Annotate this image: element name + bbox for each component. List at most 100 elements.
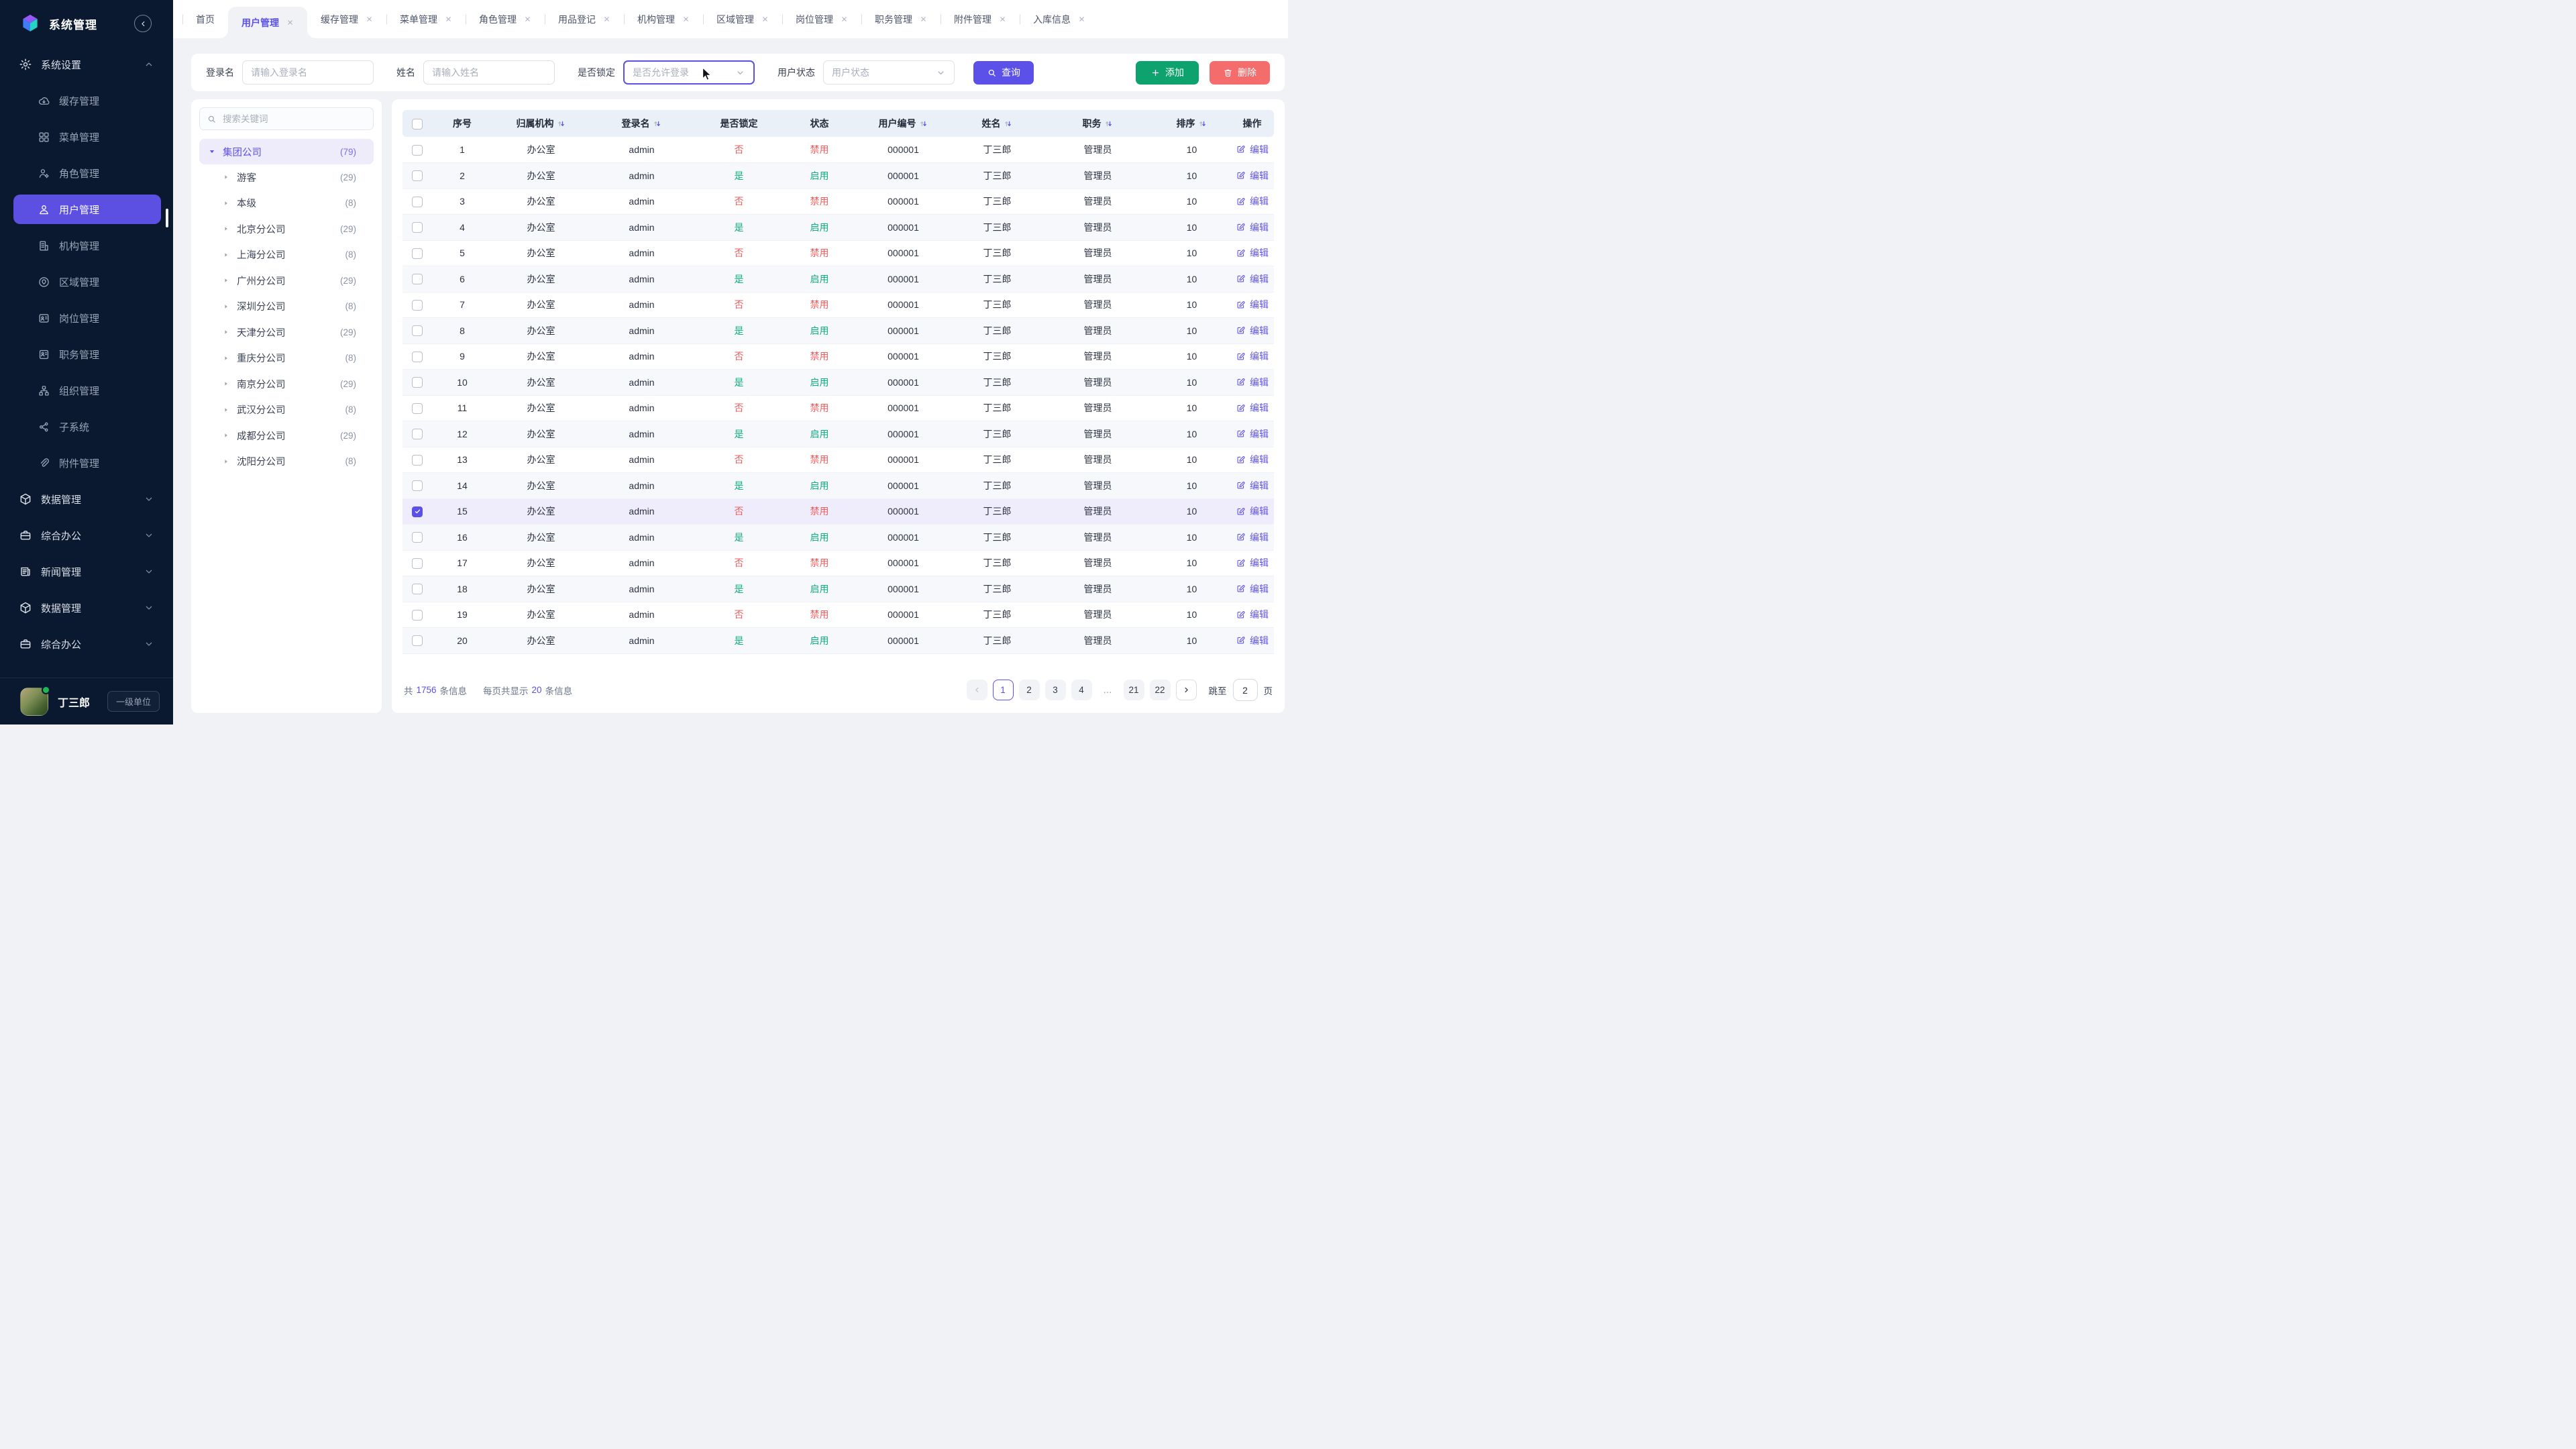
query-button[interactable]: 查询: [973, 60, 1034, 85]
add-button[interactable]: 添加: [1136, 60, 1199, 85]
page-button-3[interactable]: 3: [1044, 680, 1066, 700]
sidebar-scrollbar-thumb[interactable]: [166, 209, 168, 227]
close-icon[interactable]: [366, 15, 373, 23]
edit-button[interactable]: 编辑: [1236, 221, 1269, 234]
tab-首页[interactable]: 首页: [182, 0, 228, 38]
tab-职务管理[interactable]: 职务管理: [861, 0, 941, 38]
caret-down-icon[interactable]: [207, 147, 217, 156]
tab-岗位管理[interactable]: 岗位管理: [782, 0, 861, 38]
row-checkbox[interactable]: [412, 170, 423, 182]
row-checkbox[interactable]: [412, 584, 423, 595]
close-icon[interactable]: [1078, 15, 1085, 23]
delete-button[interactable]: 删除: [1210, 60, 1270, 85]
page-button-2[interactable]: 2: [1018, 680, 1040, 700]
tree-node-游客[interactable]: 游客 (29): [199, 164, 374, 191]
column-header[interactable]: 登录名: [590, 110, 694, 137]
close-icon[interactable]: [841, 15, 848, 23]
column-header[interactable]: 排序: [1153, 110, 1230, 137]
row-checkbox[interactable]: [412, 222, 423, 233]
row-checkbox[interactable]: [412, 196, 423, 207]
edit-button[interactable]: 编辑: [1236, 504, 1269, 518]
row-checkbox[interactable]: [412, 351, 423, 362]
row-checkbox[interactable]: [412, 248, 423, 259]
row-checkbox[interactable]: [412, 532, 423, 543]
caret-right-icon[interactable]: [222, 276, 230, 284]
edit-button[interactable]: 编辑: [1236, 272, 1269, 286]
column-header[interactable]: 归属机构: [492, 110, 590, 137]
sidebar-item-building[interactable]: 机构管理: [13, 231, 161, 260]
tab-用品登记[interactable]: 用品登记: [545, 0, 624, 38]
tab-区域管理[interactable]: 区域管理: [703, 0, 782, 38]
edit-button[interactable]: 编辑: [1236, 608, 1269, 621]
row-checkbox[interactable]: [412, 274, 423, 285]
close-icon[interactable]: [445, 15, 452, 23]
tree-node-天津分公司[interactable]: 天津分公司 (29): [199, 319, 374, 345]
row-checkbox[interactable]: [412, 454, 423, 466]
caret-right-icon[interactable]: [222, 199, 230, 207]
tab-入库信息[interactable]: 入库信息: [1020, 0, 1099, 38]
user-avatar[interactable]: [20, 685, 50, 716]
close-icon[interactable]: [286, 19, 294, 26]
edit-button[interactable]: 编辑: [1236, 531, 1269, 544]
tab-缓存管理[interactable]: 缓存管理: [307, 0, 386, 38]
row-checkbox[interactable]: [412, 557, 423, 569]
tree-node-上海分公司[interactable]: 上海分公司 (8): [199, 242, 374, 268]
row-checkbox[interactable]: [412, 429, 423, 440]
tree-node-南京分公司[interactable]: 南京分公司 (29): [199, 371, 374, 397]
row-checkbox[interactable]: [412, 325, 423, 337]
edit-button[interactable]: 编辑: [1236, 401, 1269, 415]
edit-button[interactable]: 编辑: [1236, 298, 1269, 311]
row-checkbox[interactable]: [412, 480, 423, 492]
sidebar-item-map-pin[interactable]: 区域管理: [13, 267, 161, 297]
caret-right-icon[interactable]: [222, 173, 230, 181]
page-button-1[interactable]: 1: [992, 680, 1014, 700]
name-input[interactable]: [423, 60, 555, 85]
row-checkbox[interactable]: [412, 377, 423, 388]
edit-button[interactable]: 编辑: [1236, 350, 1269, 363]
row-checkbox[interactable]: [412, 402, 423, 414]
select-all-checkbox[interactable]: [412, 118, 423, 129]
edit-button[interactable]: 编辑: [1236, 143, 1269, 156]
edit-button[interactable]: 编辑: [1236, 195, 1269, 208]
tab-机构管理[interactable]: 机构管理: [624, 0, 703, 38]
edit-button[interactable]: 编辑: [1236, 582, 1269, 596]
row-checkbox[interactable]: [412, 609, 423, 621]
edit-button[interactable]: 编辑: [1236, 169, 1269, 182]
page-button-4[interactable]: 4: [1071, 680, 1092, 700]
tab-附件管理[interactable]: 附件管理: [941, 0, 1020, 38]
row-checkbox[interactable]: [412, 299, 423, 311]
caret-right-icon[interactable]: [222, 328, 230, 336]
sidebar-item-cloud-download[interactable]: 缓存管理: [13, 86, 161, 115]
edit-button[interactable]: 编辑: [1236, 246, 1269, 260]
tree-search-input[interactable]: [223, 113, 366, 124]
row-checkbox[interactable]: [412, 144, 423, 156]
sidebar-item-paperclip[interactable]: 附件管理: [13, 448, 161, 478]
caret-right-icon[interactable]: [222, 303, 230, 311]
tab-用户管理[interactable]: 用户管理: [220, 7, 315, 38]
close-icon[interactable]: [682, 15, 690, 23]
caret-right-icon[interactable]: [222, 354, 230, 362]
tab-角色管理[interactable]: 角色管理: [466, 0, 545, 38]
tree-node-沈阳分公司[interactable]: 沈阳分公司 (8): [199, 449, 374, 475]
edit-button[interactable]: 编辑: [1236, 634, 1269, 647]
caret-right-icon[interactable]: [222, 406, 230, 414]
tab-菜单管理[interactable]: 菜单管理: [386, 0, 466, 38]
sidebar-item-cube[interactable]: 数据管理: [13, 484, 161, 514]
column-header[interactable]: 用户编号: [855, 110, 952, 137]
tree-node-北京分公司[interactable]: 北京分公司 (29): [199, 216, 374, 242]
login-input[interactable]: [242, 60, 374, 85]
caret-right-icon[interactable]: [222, 458, 230, 466]
close-icon[interactable]: [761, 15, 769, 23]
edit-button[interactable]: 编辑: [1236, 427, 1269, 441]
page-button-22[interactable]: 22: [1149, 680, 1171, 700]
tree-node-root[interactable]: 集团公司 (79): [199, 139, 374, 164]
edit-button[interactable]: 编辑: [1236, 324, 1269, 337]
column-header[interactable]: 职务: [1042, 110, 1153, 137]
row-checkbox[interactable]: [412, 506, 423, 517]
caret-right-icon[interactable]: [222, 380, 230, 388]
sidebar-item-id-card[interactable]: 岗位管理: [13, 303, 161, 333]
status-select[interactable]: 用户状态: [823, 60, 955, 85]
close-icon[interactable]: [603, 15, 610, 23]
tree-node-广州分公司[interactable]: 广州分公司 (29): [199, 268, 374, 294]
caret-right-icon[interactable]: [222, 251, 230, 259]
